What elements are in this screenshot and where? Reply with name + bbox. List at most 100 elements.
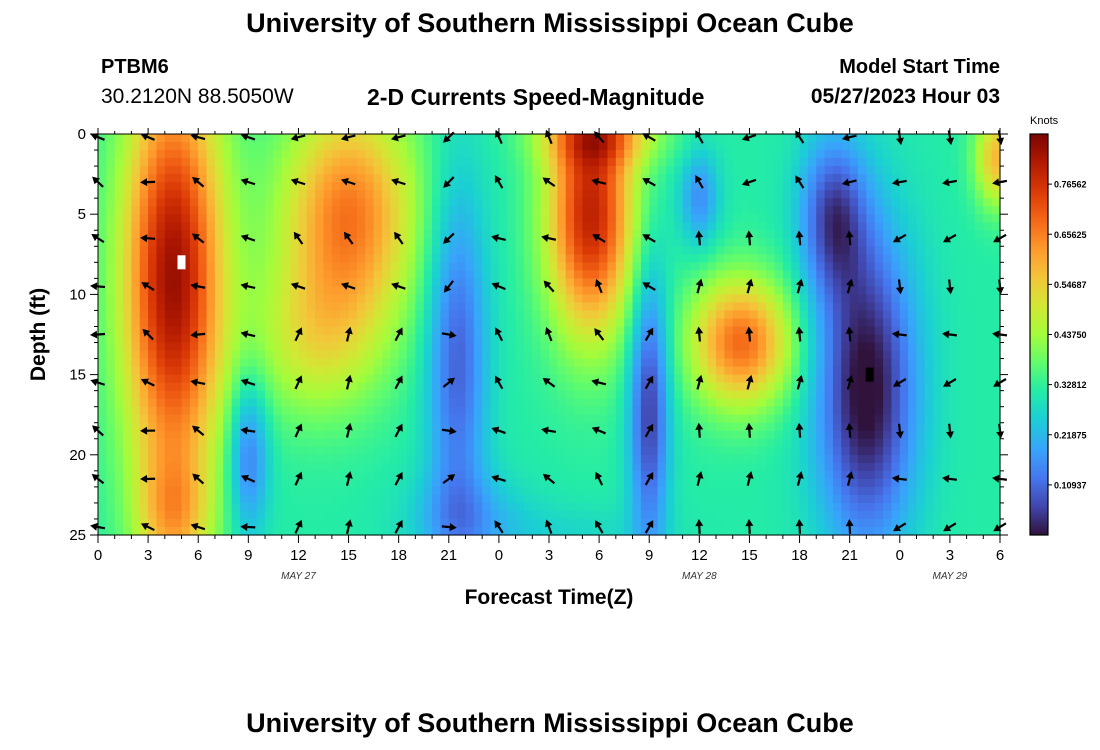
heatmap-cell [381,150,391,159]
heatmap-cell [849,254,859,263]
heatmap-cell [557,246,567,255]
heatmap-cell [189,158,199,167]
heatmap-cell [549,214,558,223]
heatmap-cell [256,438,266,448]
heatmap-cell [173,246,183,255]
heatmap-cell [432,486,442,496]
heatmap-cell [574,190,584,199]
heatmap-cell [665,302,675,312]
heatmap-cell [298,454,308,464]
heatmap-cell [415,206,425,215]
heatmap-cell [373,302,383,312]
heatmap-cell [557,382,567,392]
heatmap-cell [381,342,391,352]
heatmap-cell [916,366,926,376]
heatmap-cell [590,486,600,496]
heatmap-cell [908,430,918,440]
heatmap-cell [148,206,158,215]
heatmap-cell [782,518,792,528]
heatmap-cell [348,486,358,496]
heatmap-cell [290,198,300,207]
heatmap-cell [273,142,283,151]
heatmap-cell [766,254,776,263]
heatmap-cell [440,270,450,279]
heatmap-cell [624,142,634,151]
heatmap-cell [883,502,893,512]
heatmap-cell [356,278,366,287]
heatmap-cell [348,190,358,199]
heatmap-cell [490,206,500,215]
heatmap-cell [523,326,533,336]
heatmap-cell [924,462,934,472]
heatmap-cell [799,502,809,512]
heatmap-cell [448,430,458,440]
heatmap-cell [507,326,517,336]
heatmap-cell [306,198,316,207]
heatmap-cell [549,270,558,279]
heatmap-cell [290,150,300,159]
heatmap-cell [448,502,458,512]
heatmap-cell [490,262,500,271]
heatmap-cell [223,398,233,408]
heatmap-cell [198,206,208,215]
heatmap-cell [732,246,742,255]
heatmap-cell [415,406,425,416]
heatmap-cell [507,478,517,488]
heatmap-cell [239,150,249,159]
heatmap-cell [239,302,249,312]
heatmap-cell [148,214,158,223]
heatmap-cell [716,182,725,191]
heatmap-cell [148,470,158,480]
heatmap-cell [649,158,659,167]
heatmap-cell [665,462,675,472]
heatmap-cell [381,366,391,376]
heatmap-cell [791,462,801,472]
heatmap-cell [423,198,433,207]
heatmap-cell [340,246,350,255]
heatmap-cell [189,510,199,520]
heatmap-cell [331,238,341,247]
heatmap-cell [214,398,224,408]
heatmap-cell [582,246,592,255]
heatmap-cell [599,406,609,416]
heatmap-cell [657,470,667,480]
heatmap-cell [774,526,784,536]
heatmap-cell [407,326,416,336]
heatmap-cell [532,134,542,143]
heatmap-cell [774,382,784,392]
heatmap-cell [899,310,909,320]
heatmap-cell [649,454,659,464]
heatmap-cell [315,142,325,151]
heatmap-cell [824,150,834,159]
heatmap-cell [223,206,233,215]
heatmap-cell [348,318,358,328]
heatmap-cell [164,150,174,159]
heatmap-cell [707,246,717,255]
heatmap-cell [273,310,283,320]
heatmap-cell [98,350,107,360]
heatmap-cell [549,438,558,448]
heatmap-cell [440,190,450,199]
heatmap-cell [883,182,893,191]
heatmap-cell [615,518,625,528]
heatmap-cell [716,334,725,344]
heatmap-cell [507,222,517,231]
heatmap-cell [674,158,684,167]
heatmap-cell [156,174,166,183]
heatmap-cell [582,358,592,368]
heatmap-cell [415,254,425,263]
heatmap-cell [657,486,667,496]
heatmap-cell [699,158,709,167]
heatmap-cell [490,494,500,504]
heatmap-cell [565,518,575,528]
heatmap-cell [699,350,709,360]
heatmap-cell [565,182,575,191]
heatmap-cell [883,510,893,520]
heatmap-cell [407,358,416,368]
heatmap-cell [206,278,216,287]
heatmap-cell [398,198,408,207]
heatmap-cell [498,430,508,440]
heatmap-cell [156,190,166,199]
heatmap-cell [239,238,249,247]
heatmap-cell [766,374,776,384]
